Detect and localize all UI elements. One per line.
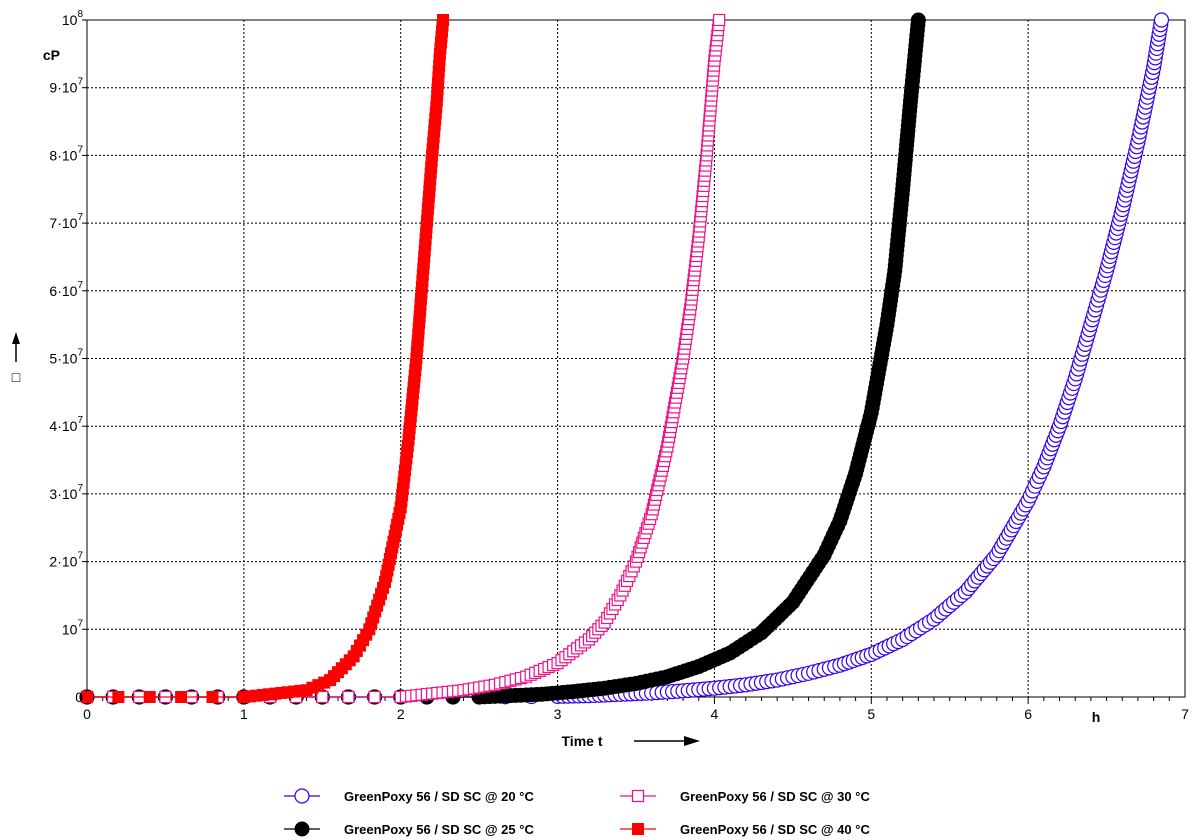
legend-item: GreenPoxy 56 / SD SC @ 30 °C [620,789,870,804]
legend-marker [294,788,310,804]
data-point [143,691,156,703]
tick-labels: 0 1 2 3 4 5 6 7 0 107 2·107 3·107 4·107 5·107 6·107 7·1… [49,9,1189,722]
series-layer [79,12,1170,705]
y-axis-symbol: □ [12,369,21,385]
data-point [1153,12,1170,28]
y-tick-label: 4·107 [49,415,83,434]
legend-label: GreenPoxy 56 / SD SC @ 20 °C [344,789,534,804]
legend-item: GreenPoxy 56 / SD SC @ 25 °C [284,821,534,837]
legend-marker [632,823,644,835]
y-tick-label: 5·107 [49,348,83,367]
grid-lines [87,20,1185,697]
x-axis-arrow [634,736,700,746]
x-axis-title: Time t [562,733,603,749]
y-tick-label: 6·107 [49,280,83,299]
x-tick-label: 7 [1181,706,1189,722]
y-tick-label: 0 [75,689,83,705]
x-tick-label: 1 [240,706,248,722]
y-axis-arrow [12,332,20,362]
series-2 [79,12,926,705]
y-tick-label: 8·107 [49,144,83,163]
data-point [112,691,125,703]
data-point [81,691,93,703]
legend-label: GreenPoxy 56 / SD SC @ 40 °C [680,822,870,837]
x-tick-label: 2 [397,706,405,722]
data-point [175,691,188,703]
series-4 [81,14,450,703]
y-tick-label: 7·107 [49,212,83,231]
data-point [910,12,926,28]
data-point [316,690,329,704]
plot-frame [82,19,1186,704]
y-tick-label: 108 [62,9,84,28]
legend-marker [294,821,310,837]
y-tick-label: 3·107 [49,483,83,502]
x-unit-label: h [1092,709,1101,725]
x-tick-label: 0 [83,706,91,722]
y-tick-label: 9·107 [49,77,83,96]
x-tick-label: 4 [711,706,719,722]
y-tick-label: 107 [62,618,84,637]
legend-item: GreenPoxy 56 / SD SC @ 40 °C [620,822,870,837]
data-point [437,14,450,26]
x-tick-label: 6 [1024,706,1032,722]
data-point [342,690,355,704]
x-tick-label: 5 [867,706,875,722]
data-point [713,13,726,27]
data-point [206,691,219,703]
legend-item: GreenPoxy 56 / SD SC @ 20 °C [284,788,534,804]
x-tick-label: 3 [554,706,562,722]
y-unit-label: cP [43,47,60,63]
y-tick-label: 2·107 [49,551,83,570]
legend: GreenPoxy 56 / SD SC @ 20 °C GreenPoxy 56… [284,788,870,837]
data-point [368,690,381,704]
legend-label: GreenPoxy 56 / SD SC @ 30 °C [680,789,870,804]
legend-label: GreenPoxy 56 / SD SC @ 25 °C [344,822,534,837]
legend-marker [631,789,645,803]
